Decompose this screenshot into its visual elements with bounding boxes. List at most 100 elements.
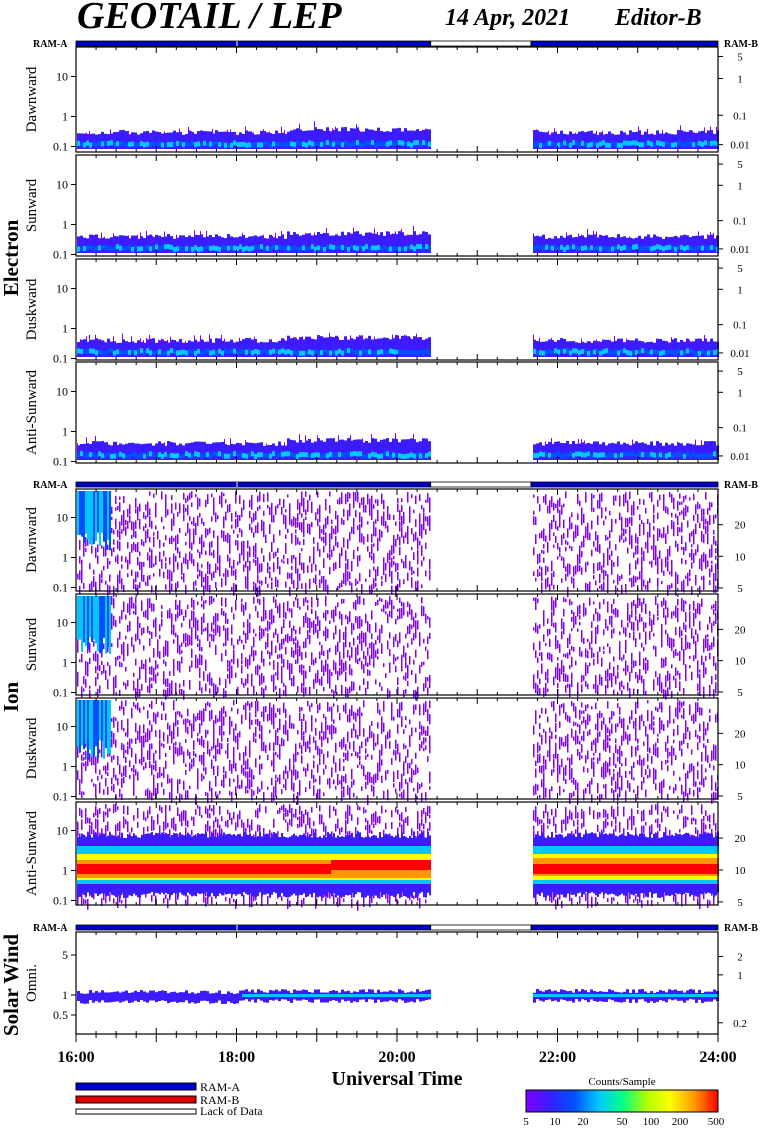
pixel-column	[566, 244, 569, 250]
pixel-column	[230, 142, 233, 148]
pixel-column	[284, 340, 287, 357]
pixel-column	[233, 131, 236, 149]
pixel-column	[591, 493, 593, 504]
pixel-column	[427, 517, 429, 526]
pixel-column	[314, 441, 317, 460]
pixel-column	[647, 531, 649, 539]
pixel-column	[565, 491, 567, 499]
pixel-column	[87, 491, 89, 540]
pixel-column	[145, 515, 147, 520]
pixel-column	[251, 451, 254, 457]
pixel-column	[329, 620, 331, 625]
pixel-column	[347, 348, 350, 354]
pixel-column	[181, 570, 183, 575]
pixel-column	[675, 609, 677, 618]
pixel-column	[613, 656, 615, 662]
pixel-column	[257, 669, 259, 675]
pixel-column	[303, 562, 305, 574]
pixel-column	[101, 570, 103, 579]
pixel-column	[551, 603, 553, 611]
pixel-column	[236, 142, 239, 148]
pixel-column	[623, 627, 625, 634]
pixel-column	[548, 140, 551, 146]
pixel-column	[641, 556, 643, 564]
pixel-column	[557, 238, 560, 253]
y-tick-label: 10	[56, 511, 68, 525]
ram-label-left: RAM-A	[33, 480, 68, 491]
pixel-column	[389, 632, 391, 639]
pixel-column	[373, 543, 375, 547]
pixel-column	[128, 244, 131, 250]
pixel-column	[189, 635, 191, 646]
pixel-column	[560, 244, 563, 250]
pixel-column	[175, 632, 177, 638]
pixel-column	[104, 350, 107, 356]
pixel-column	[363, 598, 365, 606]
pixel-column	[149, 511, 151, 516]
pixel-column	[357, 525, 359, 530]
pixel-column	[183, 492, 185, 500]
pixel-column	[317, 508, 319, 515]
pixel-column	[389, 441, 392, 460]
pixel-column	[149, 670, 151, 675]
pixel-column	[159, 554, 161, 559]
pixel-column	[275, 453, 278, 459]
pixel-column	[350, 128, 353, 149]
pixel-column	[566, 141, 569, 147]
pixel-column	[315, 574, 317, 585]
pixel-column	[283, 618, 285, 629]
pixel-column	[535, 518, 537, 525]
pixel-column	[629, 350, 632, 356]
pixel-column	[709, 502, 711, 511]
pixel-column	[193, 528, 195, 539]
pixel-column	[539, 565, 541, 570]
pixel-column	[371, 648, 373, 658]
pixel-column	[413, 552, 415, 561]
pixel-column	[242, 232, 243, 239]
pixel-column	[397, 656, 399, 660]
pixel-column	[275, 551, 277, 557]
pixel-column	[391, 574, 393, 584]
pixel-column	[345, 686, 347, 698]
pixel-column	[559, 547, 561, 553]
pixel-column	[659, 442, 662, 460]
pixel-column	[422, 129, 425, 149]
pixel-column	[290, 451, 293, 457]
pixel-column	[374, 339, 377, 357]
pixel-column	[710, 441, 713, 460]
pixel-column	[77, 348, 80, 354]
pixel-column	[567, 541, 569, 546]
pixel-column	[554, 441, 557, 460]
pixel-column	[217, 552, 219, 564]
pixel-column	[229, 547, 231, 554]
pixel-column	[218, 236, 221, 253]
pixel-column	[248, 452, 251, 458]
pixel-column	[374, 336, 375, 343]
pixel-column	[289, 621, 291, 627]
pixel-column	[149, 677, 151, 683]
pixel-column	[117, 529, 119, 537]
pixel-column	[128, 342, 131, 357]
pixel-column	[543, 496, 545, 503]
pixel-column	[599, 674, 601, 685]
pixel-column	[194, 451, 197, 457]
pixel-column	[152, 235, 153, 242]
pixel-column	[711, 502, 713, 508]
pixel-column	[596, 339, 597, 346]
pixel-column	[311, 521, 313, 528]
pixel-column	[381, 608, 383, 612]
pixel-column	[590, 453, 593, 459]
pixel-column	[278, 236, 281, 253]
pixel-column	[245, 678, 247, 686]
pixel-column	[191, 597, 193, 608]
pixel-column	[361, 516, 363, 528]
pixel-column	[243, 609, 245, 615]
pixel-column	[169, 537, 171, 544]
pixel-column	[601, 507, 603, 517]
pixel-column	[140, 133, 143, 149]
pixel-column	[665, 656, 667, 667]
pixel-column	[695, 338, 698, 357]
pixel-column	[383, 557, 385, 566]
pixel-column	[236, 442, 239, 460]
pixel-column	[303, 507, 305, 513]
